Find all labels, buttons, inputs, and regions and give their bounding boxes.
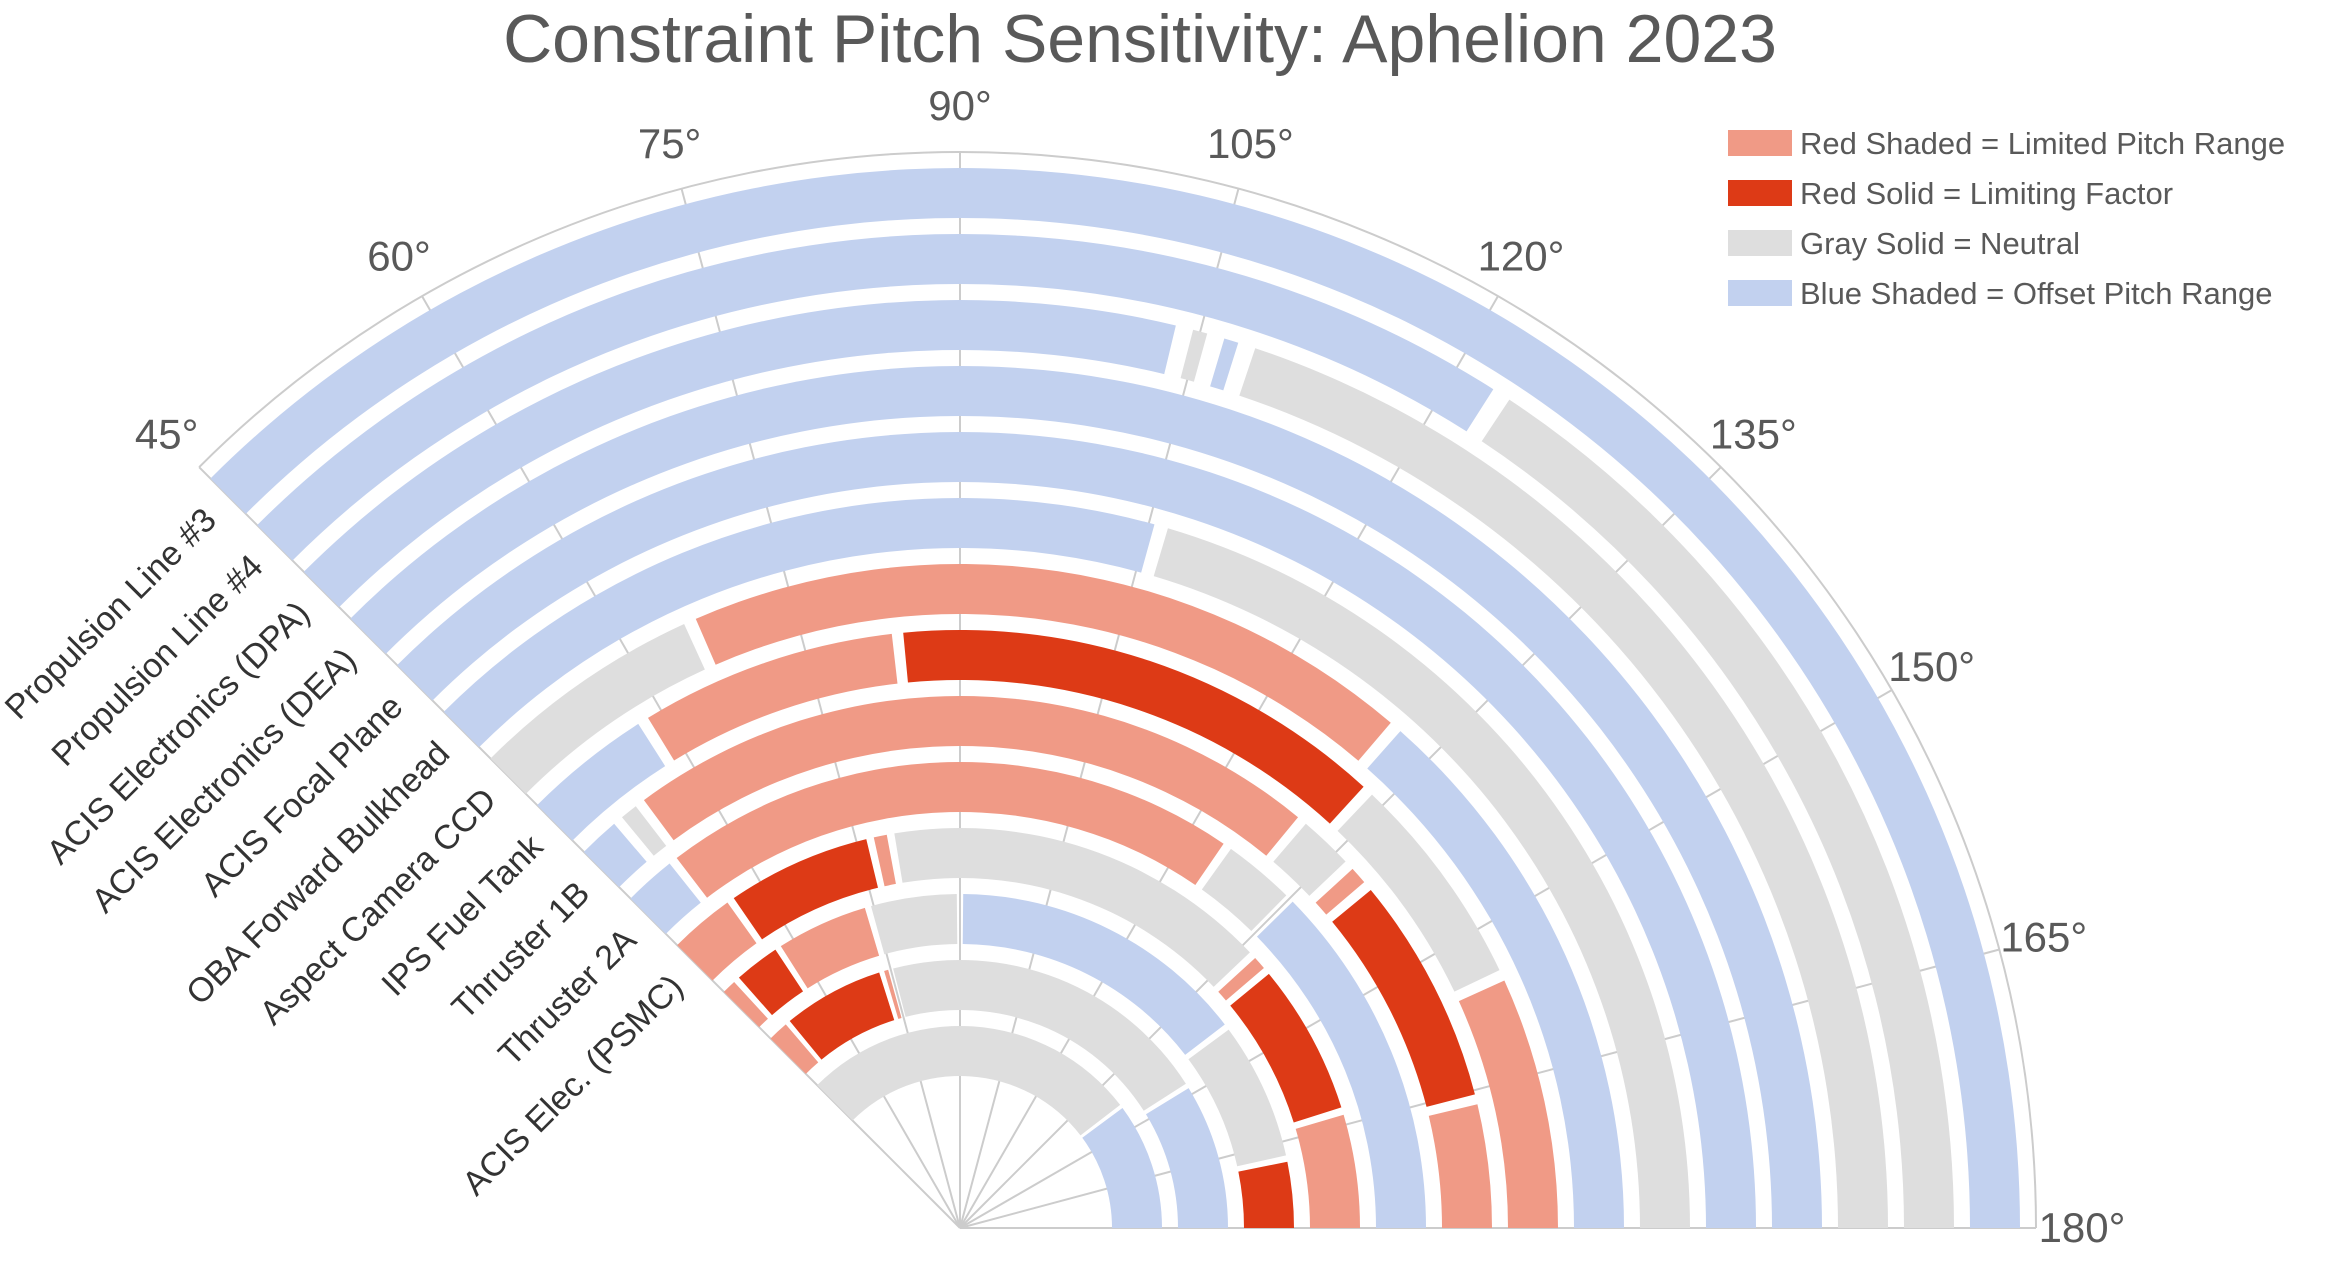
band-segment-red-shaded	[676, 761, 1224, 898]
band-segment-red-solid	[1332, 889, 1475, 1107]
band-segment-red-solid	[1230, 973, 1342, 1123]
legend-label: Red Solid = Limiting Factor	[1800, 176, 2173, 211]
band-segment-blue-shaded	[303, 300, 1176, 608]
band-segment-gray-solid	[893, 959, 1186, 1111]
band-segment-blue-shaded	[537, 723, 666, 841]
band-segment-red-shaded	[1428, 1104, 1492, 1228]
band-segment-red-shaded	[677, 902, 757, 981]
tick-label: 135°	[1710, 411, 1797, 458]
legend-swatch-red-shaded	[1728, 130, 1792, 156]
tick-label: 180°	[2039, 1204, 2126, 1251]
band-segment-blue-shaded	[1145, 1088, 1228, 1228]
band-segment-blue-shaded	[583, 823, 647, 888]
band-segment-gray-solid	[1201, 848, 1287, 932]
band-segment-gray-solid	[1153, 528, 1690, 1228]
band-segment-blue-shaded	[962, 894, 1225, 1055]
band-segment-blue-shaded	[397, 431, 1756, 1228]
band-segment-red-solid	[738, 949, 804, 1016]
band-segment-red-shaded	[873, 834, 896, 887]
band-segment-gray-solid	[1337, 794, 1500, 992]
band-segment-red-shaded	[770, 1024, 819, 1074]
tick-label: 60°	[367, 232, 431, 279]
chart-title: Constraint Pitch Sensitivity: Aphelion 2…	[503, 1, 1777, 77]
band-segment-red-shaded	[723, 981, 768, 1028]
tick-label: 45°	[135, 411, 199, 458]
band-row	[350, 366, 1822, 1228]
band-segment-red-solid	[1238, 1161, 1294, 1228]
band-segment-gray-solid	[621, 806, 667, 856]
legend-label: Gray Solid = Neutral	[1800, 226, 2080, 261]
legend-swatch-red-solid	[1728, 180, 1792, 206]
band-segment-blue-shaded	[257, 233, 1494, 561]
legend-swatch-blue-shaded	[1728, 280, 1792, 306]
band-segment-gray-solid	[1239, 348, 1888, 1228]
bands-layer	[210, 167, 2021, 1229]
band-row	[817, 1025, 1162, 1228]
band-segment-blue-shaded	[1367, 731, 1624, 1228]
tick-label: 120°	[1478, 232, 1565, 279]
tick-labels-layer: 45° 60° 75° 90° 105° 120° 135° 150° 165° 180°	[135, 82, 2126, 1251]
band-segment-blue-shaded	[630, 863, 701, 934]
band-segment-blue-shaded	[1210, 338, 1239, 391]
legend-label: Blue Shaded = Offset Pitch Range	[1800, 276, 2273, 311]
band-row	[770, 959, 1228, 1228]
band-segment-gray-solid	[1188, 1029, 1287, 1167]
band-segment-blue-shaded	[1082, 1107, 1162, 1228]
band-segment-red-shaded	[780, 907, 880, 989]
band-segment-red-shaded	[884, 969, 902, 1019]
band-row	[723, 894, 1294, 1228]
outer-arc	[198, 150, 2037, 1229]
band-segment-red-shaded	[643, 696, 1299, 856]
legend: Red Shaded = Limited Pitch Range Red Soli…	[1728, 126, 2285, 311]
band-row	[397, 431, 1756, 1228]
band-row	[537, 630, 1558, 1228]
band-row	[303, 300, 1888, 1228]
band-segment-gray-solid	[817, 1025, 1121, 1136]
band-segment-gray-solid	[1481, 399, 1954, 1229]
legend-label: Red Shaded = Limited Pitch Range	[1800, 126, 2285, 161]
band-row	[443, 498, 1690, 1228]
legend-swatch-gray-solid	[1728, 230, 1792, 256]
tick-label: 75°	[638, 120, 702, 167]
tick-label: 105°	[1207, 120, 1294, 167]
band-row	[583, 696, 1492, 1228]
band-segment-blue-shaded	[443, 498, 1155, 748]
row-label: IPS Fuel Tank	[374, 827, 551, 1004]
band-segment-red-shaded	[1218, 958, 1264, 1001]
tick-label: 150°	[1888, 643, 1975, 690]
band-segment-blue-shaded	[350, 366, 1822, 1228]
band-segment-red-shaded	[1315, 868, 1365, 915]
band-row	[630, 761, 1426, 1228]
band-segment-gray-solid	[490, 624, 705, 794]
band-segment-gray-solid	[1273, 823, 1346, 896]
band-segment-red-solid	[733, 839, 878, 940]
band-segment-blue-shaded	[1256, 901, 1426, 1228]
band-segment-red-shaded	[695, 564, 1391, 761]
band-row	[677, 828, 1360, 1228]
band-segment-red-shaded	[647, 633, 898, 761]
tick-label: 165°	[2000, 914, 2087, 961]
tick-label: 90°	[928, 82, 992, 129]
band-segment-red-solid	[903, 630, 1364, 824]
band-segment-red-solid	[789, 972, 895, 1060]
band-segment-red-shaded	[1458, 980, 1558, 1228]
band-segment-gray-solid	[1180, 329, 1208, 382]
band-row	[257, 233, 1954, 1229]
band-segment-red-shaded	[1295, 1114, 1360, 1228]
band-segment-gray-solid	[894, 828, 1250, 987]
band-row	[490, 564, 1624, 1228]
band-segment-gray-solid	[871, 894, 958, 955]
